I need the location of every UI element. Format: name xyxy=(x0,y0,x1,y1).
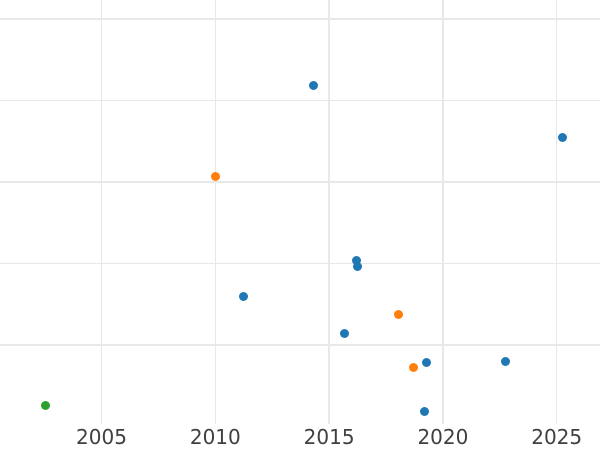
data-point-blue xyxy=(422,357,431,367)
gridline-vertical xyxy=(442,0,444,424)
gridline-horizontal xyxy=(0,99,600,102)
data-point-green xyxy=(40,400,50,410)
data-point-blue xyxy=(501,356,511,366)
plot-area xyxy=(0,0,600,425)
data-point-blue xyxy=(353,262,363,272)
x-tick-label: 2015 xyxy=(303,425,355,449)
gridline-vertical xyxy=(555,0,558,424)
data-point-blue xyxy=(419,407,429,417)
x-tick-label: 2025 xyxy=(531,425,583,449)
x-axis: 2005 2010 2015 2020 2025 xyxy=(0,425,600,450)
data-point-blue xyxy=(238,291,248,301)
gridline-horizontal xyxy=(0,181,600,183)
data-point-blue xyxy=(339,329,349,339)
x-tick-label: 2010 xyxy=(189,425,241,449)
x-tick-label: 2020 xyxy=(417,425,469,449)
gridline-vertical xyxy=(328,0,330,424)
x-tick-label: 2005 xyxy=(76,425,127,449)
gridline-horizontal xyxy=(0,344,600,346)
data-point-orange xyxy=(211,171,221,181)
gridline-horizontal xyxy=(0,18,600,20)
gridline-vertical xyxy=(214,0,217,424)
data-point-blue xyxy=(351,255,361,265)
gridline-vertical xyxy=(100,0,103,424)
data-point-blue xyxy=(557,132,567,142)
gridline-horizontal xyxy=(0,262,600,265)
data-point-orange xyxy=(394,310,404,320)
data-point-blue xyxy=(308,80,318,90)
data-point-orange xyxy=(409,362,419,372)
